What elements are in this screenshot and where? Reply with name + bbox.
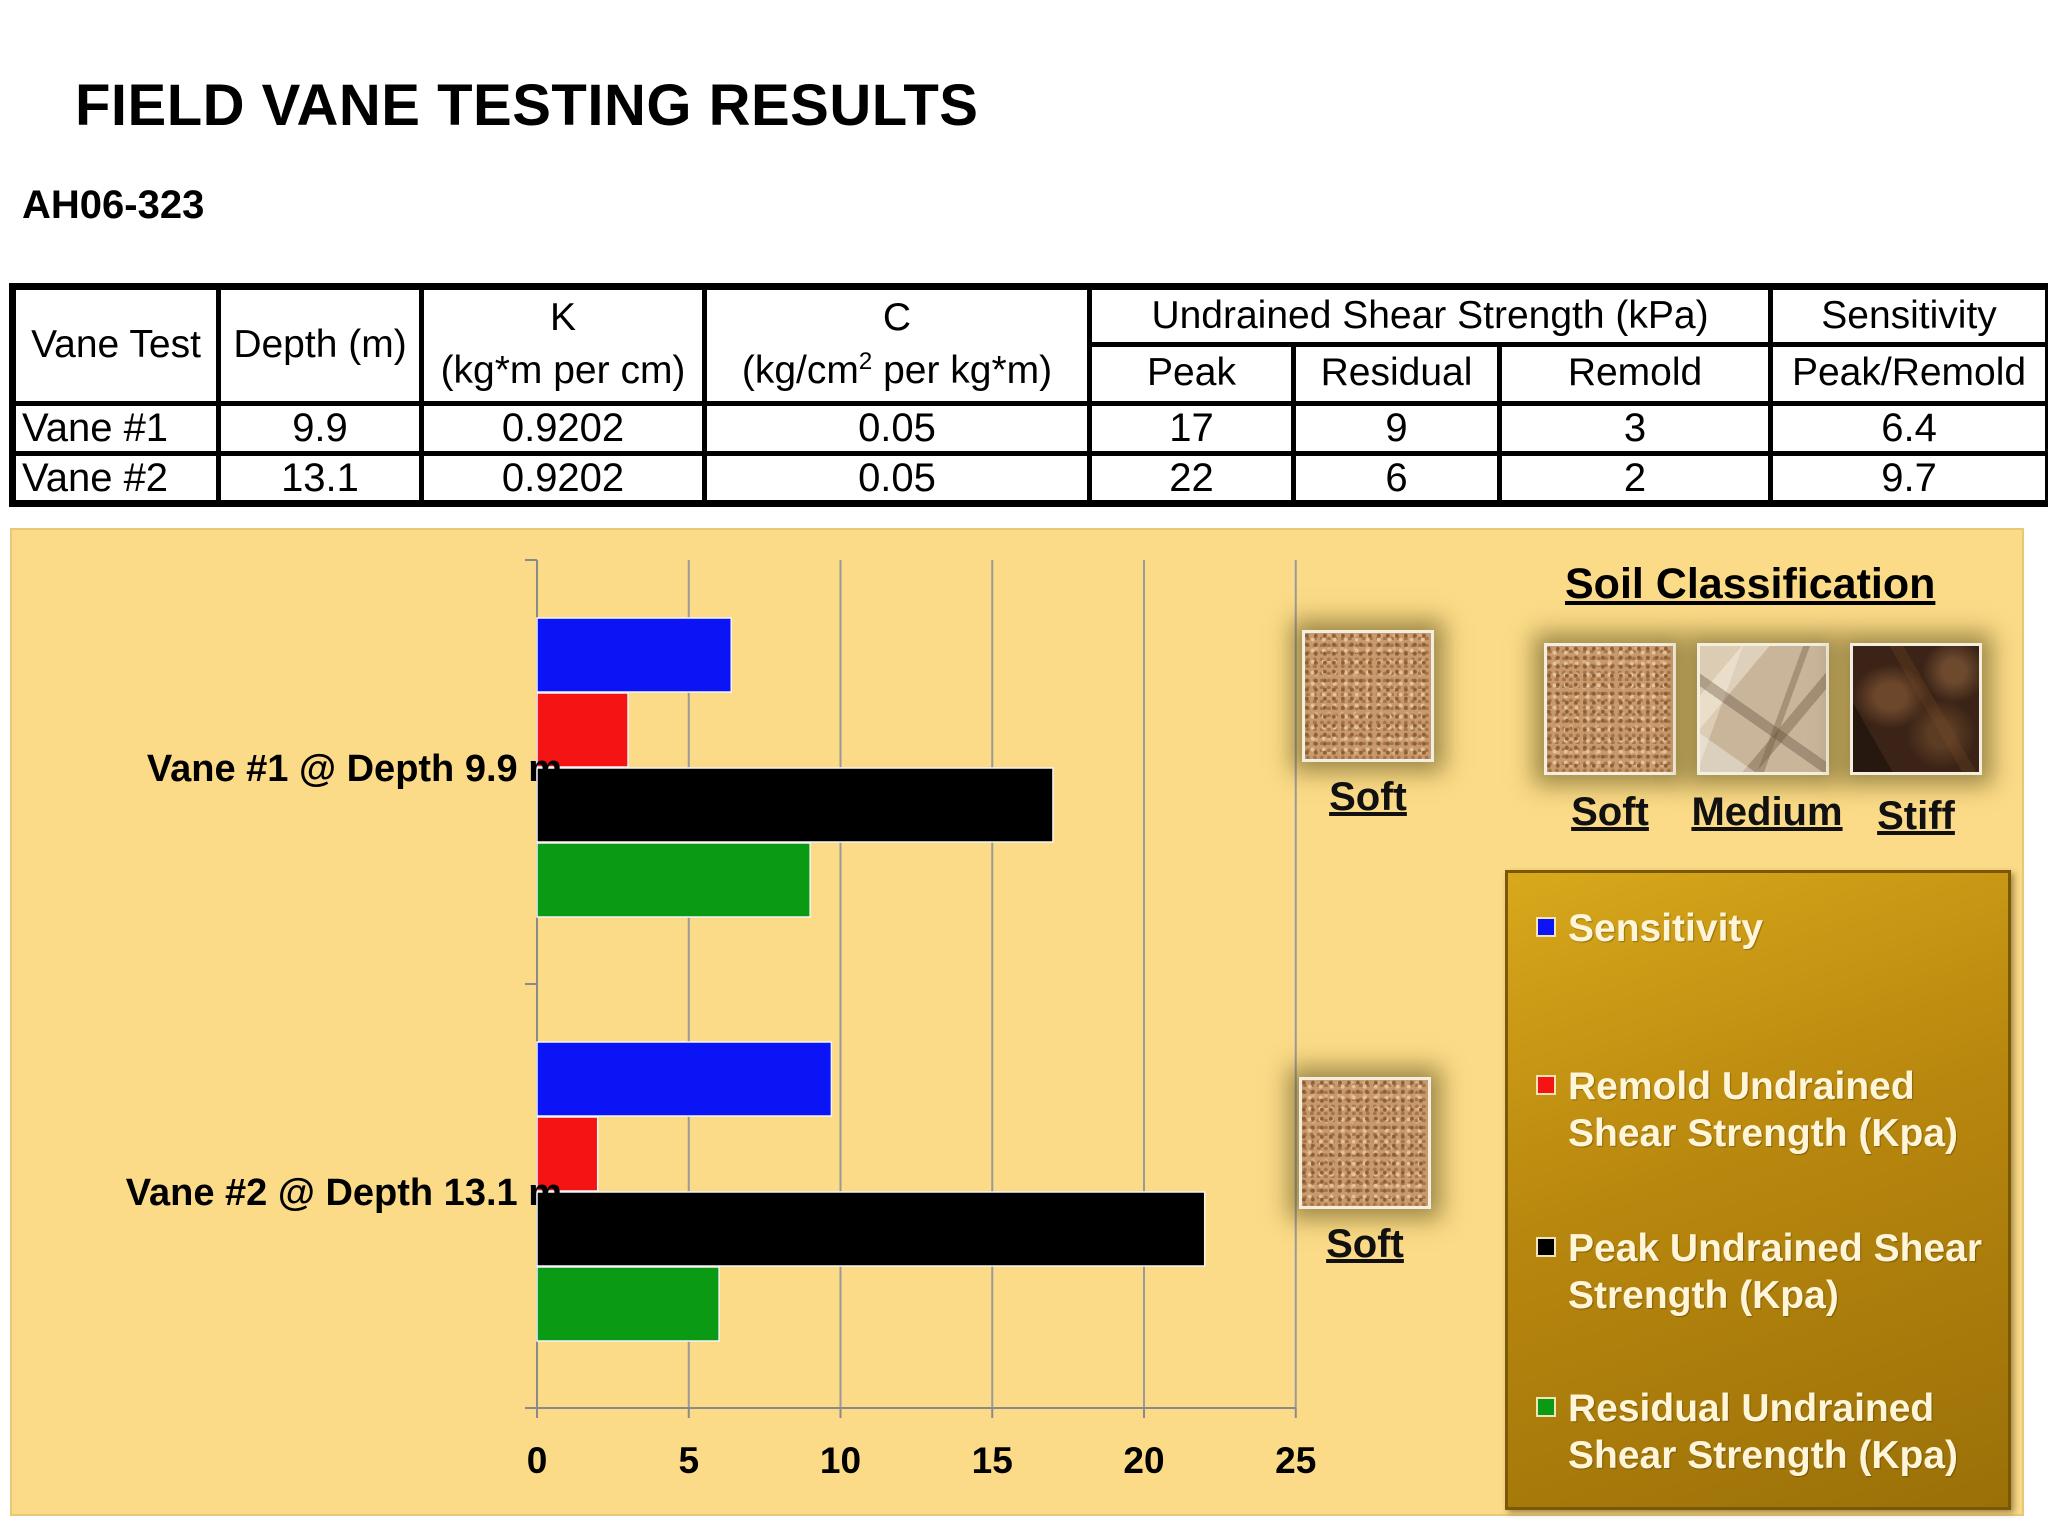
cell-c: 0.05 — [702, 400, 1092, 456]
x-tick-label: 20 — [1123, 1440, 1165, 1481]
legend-swatch-red — [1536, 1075, 1556, 1095]
soil-classification-title: Soil Classification — [1565, 560, 1936, 608]
header-vane-test: Vane Test — [10, 284, 221, 406]
bar-residual-2 — [536, 1266, 720, 1342]
bar-remold-2 — [536, 1116, 599, 1192]
table-row: Vane #1 9.9 0.9202 0.05 17 9 3 6.4 — [10, 400, 2048, 456]
cell-peak: 22 — [1087, 450, 1296, 507]
soil-label-vane-2: Soft — [1326, 1222, 1404, 1266]
bar-chart — [525, 559, 1297, 1418]
cell-remold: 3 — [1496, 400, 1774, 456]
chart-panel: Vane #1 @ Depth 9.9 m Vane #2 @ Depth 13… — [10, 528, 2024, 1516]
page-title: FIELD VANE TESTING RESULTS — [75, 73, 979, 138]
header-k: K (kg*m per cm) — [419, 284, 707, 406]
cell-sensitivity: 9.7 — [1768, 450, 2048, 507]
header-c-symbol: C — [882, 296, 912, 340]
header-c-unit-b: per kg*m) — [872, 349, 1053, 393]
x-tick-label: 15 — [971, 1440, 1013, 1481]
soil-label-vane-1: Soft — [1329, 775, 1407, 819]
x-tick-label: 0 — [526, 1440, 548, 1481]
cell-c: 0.05 — [702, 450, 1092, 507]
category-label-vane-2: Vane #2 @ Depth 13.1 m — [125, 1172, 562, 1214]
legend-label: Sensitivity — [1568, 907, 1764, 950]
bar-peak-1 — [536, 767, 1054, 843]
cell-residual: 9 — [1291, 400, 1502, 456]
cell-peak: 17 — [1087, 400, 1296, 456]
legend-label: Peak Undrained Shear Strength (Kpa) — [1568, 1227, 1982, 1317]
soil-type-image-soft — [1544, 643, 1676, 775]
table-row: Vane #2 13.1 0.9202 0.05 22 6 2 9.7 — [10, 450, 2048, 507]
legend-label: Residual Undrained Shear Strength (Kpa) — [1568, 1387, 1959, 1477]
legend-swatch-blue — [1536, 917, 1556, 937]
soil-type-label-stiff: Stiff — [1877, 794, 1955, 838]
legend-swatch-black — [1536, 1237, 1556, 1257]
header-peak: Peak — [1087, 342, 1296, 406]
soil-image-vane-1 — [1302, 630, 1434, 762]
header-c-unit-a: (kg/cm — [741, 349, 859, 393]
soil-type-image-stiff — [1850, 643, 1982, 775]
cell-vane: Vane #2 — [10, 450, 221, 507]
table-subheader-row: Peak Residual Remold Peak/Remold — [13, 342, 2048, 406]
soil-type-image-medium — [1697, 643, 1829, 775]
header-c: C (kg/cm2 per kg*m) — [702, 284, 1092, 406]
table-header-row: Vane Test Depth (m) K (kg*m per cm) C (k… — [10, 283, 2048, 406]
x-tick-label: 25 — [1275, 1440, 1317, 1481]
cell-sensitivity: 6.4 — [1768, 400, 2048, 456]
legend-label: Remold Undrained Shear Strength (Kpa) — [1568, 1065, 1959, 1155]
header-k-symbol: K — [549, 296, 576, 340]
chart-legend: Sensitivity Remold Undrained Shear Stren… — [1505, 870, 2011, 1510]
bar-sensitivity-2 — [536, 1041, 833, 1117]
category-label-vane-1: Vane #1 @ Depth 9.9 m — [146, 748, 562, 790]
x-tick-label: 5 — [678, 1440, 700, 1481]
soil-image-vane-2 — [1299, 1077, 1431, 1209]
bar-peak-2 — [536, 1191, 1206, 1267]
header-remold: Remold — [1496, 342, 1774, 406]
cell-depth: 13.1 — [216, 450, 424, 507]
cell-residual: 6 — [1291, 450, 1502, 507]
cell-k: 0.9202 — [419, 400, 707, 456]
bar-sensitivity-1 — [536, 617, 732, 693]
legend-swatch-green — [1536, 1397, 1556, 1417]
borehole-id: AH06-323 — [22, 183, 205, 227]
header-undrained-shear-strength: Undrained Shear Strength (kPa) — [1086, 283, 1774, 348]
cell-k: 0.9202 — [419, 450, 707, 507]
header-peak-remold: Peak/Remold — [1768, 342, 2048, 406]
cell-depth: 9.9 — [216, 400, 424, 456]
cell-remold: 2 — [1496, 450, 1774, 507]
x-tick-label: 10 — [819, 1440, 862, 1481]
bar-residual-1 — [536, 842, 811, 918]
header-c-unit: (kg/cm2 per kg*m) — [710, 348, 1085, 393]
header-depth: Depth (m) — [216, 284, 424, 406]
header-c-unit-sup: 2 — [858, 348, 873, 376]
header-residual: Residual — [1291, 342, 1502, 406]
bar-remold-1 — [536, 692, 629, 768]
cell-vane: Vane #1 — [10, 400, 221, 456]
vane-results-table: Vane Test Depth (m) K (kg*m per cm) C (k… — [9, 283, 2048, 507]
header-sensitivity: Sensitivity — [1768, 283, 2048, 348]
soil-type-label-medium: Medium — [1691, 790, 1843, 834]
soil-type-label-soft: Soft — [1571, 790, 1649, 834]
header-k-unit: (kg*m per cm) — [440, 349, 686, 393]
